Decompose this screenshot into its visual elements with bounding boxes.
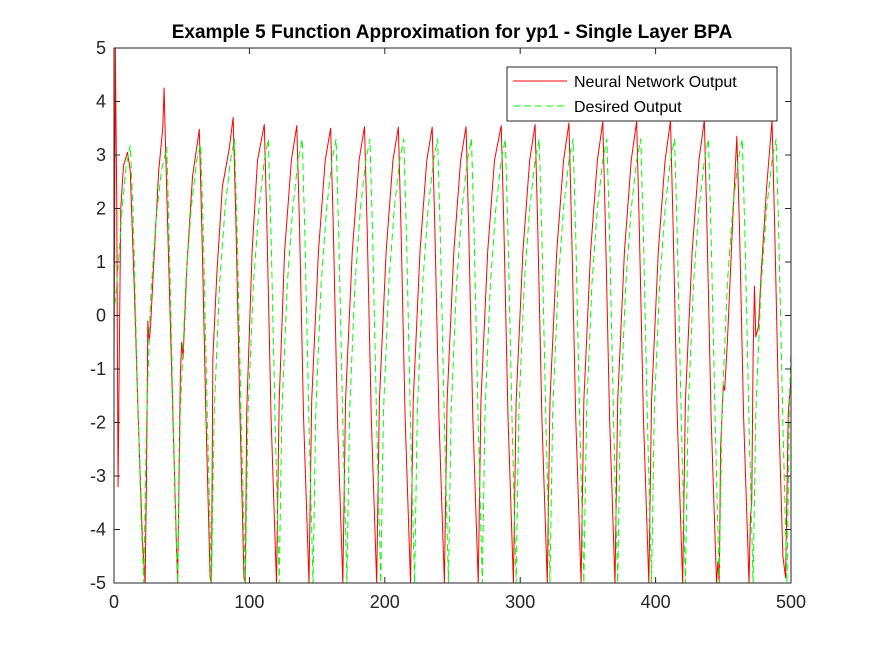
x-tick-label: 300 <box>505 592 535 612</box>
legend: Neural Network Output Desired Output <box>506 66 778 122</box>
x-tick-label: 0 <box>109 592 119 612</box>
legend-label-desired-output: Desired Output <box>574 99 682 116</box>
x-tick-label: 200 <box>370 592 400 612</box>
x-tick-label: 500 <box>776 592 806 612</box>
legend-label-neural-network-output: Neural Network Output <box>574 74 737 91</box>
y-tick-label: 1 <box>96 252 106 272</box>
chart-title: Example 5 Function Approximation for yp1… <box>172 22 733 43</box>
y-tick-label: 2 <box>96 199 106 219</box>
y-tick-label: -1 <box>90 359 106 379</box>
y-axis: -5 -4 -3 -2 -1 0 1 2 3 4 5 <box>90 38 791 593</box>
y-tick-label: -4 <box>90 520 106 540</box>
plot-area <box>114 48 791 583</box>
axes: 0 100 200 300 400 500 -5 -4 -3 -2 -1 0 1 2 3 4 5 <box>90 38 806 612</box>
x-tick-label: 100 <box>234 592 264 612</box>
x-axis: 0 100 200 300 400 500 <box>109 48 806 612</box>
y-tick-label: 4 <box>96 92 106 112</box>
y-tick-label: 0 <box>96 306 106 326</box>
series-layer <box>114 48 791 583</box>
y-tick-label: 5 <box>96 38 106 58</box>
legend-box <box>506 66 778 122</box>
y-tick-label: 3 <box>96 145 106 165</box>
series-line-desired-output <box>114 138 791 583</box>
x-tick-label: 400 <box>641 592 671 612</box>
y-tick-label: -3 <box>90 466 106 486</box>
y-tick-label: -2 <box>90 413 106 433</box>
y-tick-label: -5 <box>90 573 106 593</box>
